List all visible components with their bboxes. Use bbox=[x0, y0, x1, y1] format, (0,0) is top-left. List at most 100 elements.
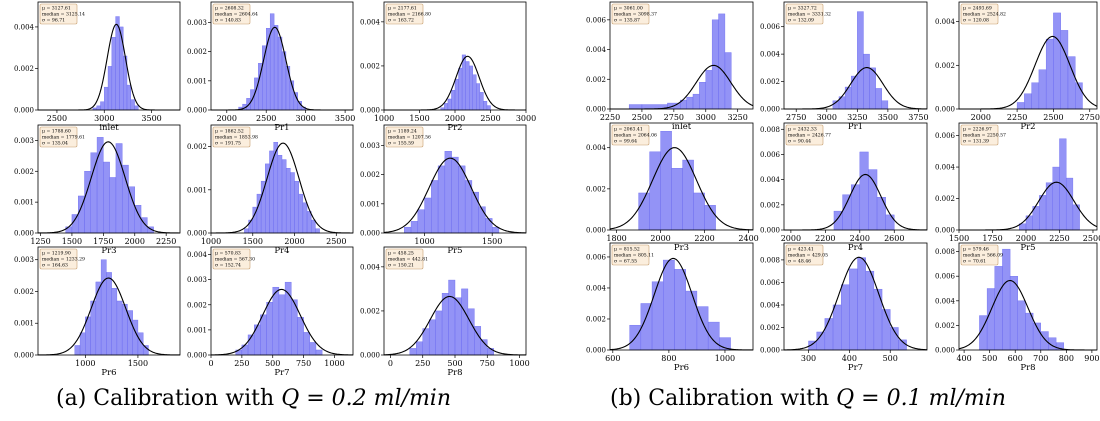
y-tick-label: 0.001 bbox=[187, 77, 207, 85]
stats-line: median = 805.11 bbox=[614, 253, 654, 259]
histogram-bar bbox=[116, 300, 123, 356]
histogram-bar bbox=[1040, 331, 1049, 351]
y-tick-label: 0.001 bbox=[187, 186, 207, 194]
axes-frame bbox=[37, 246, 181, 356]
x-tick-label: 2250 bbox=[1007, 113, 1027, 122]
normal-fit-curve bbox=[609, 257, 754, 351]
histogram-bar bbox=[65, 226, 73, 234]
x-tick-label: 3750 bbox=[908, 113, 928, 122]
x-tick-label: 750 bbox=[296, 359, 311, 368]
stats-line: σ = 70.61 bbox=[963, 259, 986, 265]
x-axis-label: Pr7 bbox=[848, 363, 863, 373]
y-tick-label: 0.003 bbox=[14, 256, 34, 264]
stats-box bbox=[212, 248, 251, 270]
stats-line: σ = 131.39 bbox=[963, 139, 989, 145]
x-tick-label: 2600 bbox=[884, 234, 904, 243]
x-tick-label: 900 bbox=[1084, 354, 1099, 363]
histogram-bar bbox=[115, 143, 123, 234]
histogram-bar bbox=[119, 26, 124, 111]
y-tick-label: 0.006 bbox=[586, 253, 607, 261]
histogram-bar bbox=[472, 74, 477, 111]
histogram-bar bbox=[1031, 82, 1040, 110]
y-tick-label: 0.004 bbox=[187, 251, 208, 259]
histogram-bar bbox=[663, 259, 675, 351]
histogram-bar bbox=[699, 82, 706, 110]
x-tick-label: 2200 bbox=[815, 234, 835, 243]
x-tick-label: 2500 bbox=[632, 113, 652, 122]
histogram-bar bbox=[260, 314, 267, 356]
histogram-panel-a-pr3: 1250 1500 1750 2000 2250 0.000 0.001 0.002 0.003… bbox=[14, 124, 181, 256]
x-tick-label: 3000 bbox=[516, 114, 536, 123]
stats-line: median = 2166.80 bbox=[388, 12, 431, 18]
x-tick-label: 1750 bbox=[982, 234, 1002, 243]
axes-frame bbox=[783, 1, 928, 110]
x-tick-label: 1000 bbox=[324, 359, 344, 368]
x-tick-label: 1800 bbox=[606, 234, 626, 243]
histogram-bar bbox=[100, 101, 105, 111]
y-tick-label: 0.000 bbox=[360, 352, 380, 360]
stats-line: μ = 1219.90 bbox=[42, 251, 71, 257]
x-tick-label: 800 bbox=[1059, 354, 1074, 363]
histogram-bar bbox=[1016, 102, 1025, 110]
stats-line: median = 2064.06 bbox=[614, 133, 657, 139]
y-tick-label: 0.000 bbox=[760, 227, 780, 235]
y-tick-label: 0.003 bbox=[360, 142, 380, 150]
x-tick-label: 2000 bbox=[781, 234, 801, 243]
x-tick-label: 750 bbox=[480, 359, 495, 368]
x-axis-label: Pr7 bbox=[274, 368, 289, 378]
histogram-bar bbox=[272, 286, 280, 356]
histogram-bar bbox=[281, 51, 287, 111]
histogram-bar bbox=[824, 318, 834, 351]
histogram-panel-b-pr7: 300 400 500 0.000 0.002 0.004 0.006 0.008 Pr7 μ =… bbox=[760, 242, 928, 373]
axes-frame bbox=[210, 124, 354, 234]
histogram-bar bbox=[96, 105, 101, 111]
y-tick-label: 0.002 bbox=[586, 185, 606, 193]
x-tick-label: 1500 bbox=[62, 237, 82, 246]
x-tick-label: 3500 bbox=[335, 114, 355, 123]
histogram-bar bbox=[79, 332, 86, 356]
stats-line: μ = 458.25 bbox=[388, 251, 414, 257]
y-tick-label: 0.001 bbox=[187, 326, 207, 334]
histogram-bar bbox=[444, 103, 449, 111]
histogram-bar bbox=[464, 180, 473, 234]
x-axis-label: Pr5 bbox=[1020, 243, 1035, 253]
histogram-panel-b-pr2: 2000 2250 2500 2750 0.000 0.002 0.004 Pr2 μ = 24… bbox=[935, 1, 1100, 132]
histogram-panel-b-pr6: 600 800 1000 0.000 0.002 0.004 0.006 Pr6 μ = 815… bbox=[586, 242, 754, 373]
stats-line: median = 2604.64 bbox=[215, 12, 258, 18]
x-axis-label: Pr4 bbox=[274, 246, 289, 256]
x-tick-label: 1500 bbox=[409, 114, 429, 123]
histogram-bar bbox=[278, 294, 286, 356]
histogram-bar bbox=[298, 193, 304, 234]
x-tick-label: 1750 bbox=[93, 237, 113, 246]
x-tick-label: 2250 bbox=[600, 113, 620, 122]
histogram-bar bbox=[277, 36, 283, 111]
y-tick-label: 0.002 bbox=[14, 288, 34, 296]
stats-line: σ = 155.59 bbox=[388, 141, 414, 147]
histogram-bar bbox=[467, 308, 475, 356]
histogram-bar bbox=[1059, 138, 1067, 231]
histogram-bar bbox=[651, 281, 664, 351]
histogram-bar bbox=[881, 309, 891, 351]
histogram-bar bbox=[454, 297, 462, 356]
y-tick-label: 0.002 bbox=[760, 201, 780, 209]
x-tick-label: 2000 bbox=[1016, 234, 1036, 243]
x-tick-label: 3000 bbox=[94, 114, 114, 123]
x-axis-label: Pr2 bbox=[447, 123, 462, 133]
histogram-bar bbox=[704, 205, 716, 231]
histogram-bar bbox=[859, 151, 869, 231]
stats-line: σ = 96.71 bbox=[42, 18, 65, 24]
normal-fit-curve bbox=[211, 142, 353, 234]
caption-b-text: Calibration with bbox=[648, 386, 830, 411]
histogram-bar bbox=[674, 269, 686, 351]
y-tick-label: 0.002 bbox=[187, 301, 207, 309]
histogram-panel-a-pr7: 0 250 500 750 1000 0.000 0.001 0.002 0.003 0.004 P… bbox=[187, 246, 354, 378]
normal-fit-curve bbox=[783, 256, 928, 351]
stats-line: median = 1233.29 bbox=[42, 257, 85, 263]
x-tick-label: 0 bbox=[208, 359, 213, 368]
axes-frame bbox=[783, 122, 928, 231]
histogram-bar bbox=[315, 349, 323, 356]
y-tick-label: 0.000 bbox=[360, 107, 380, 115]
histogram-bar bbox=[294, 180, 299, 234]
axes-frame bbox=[37, 124, 181, 234]
x-tick-label: 3000 bbox=[817, 113, 837, 122]
